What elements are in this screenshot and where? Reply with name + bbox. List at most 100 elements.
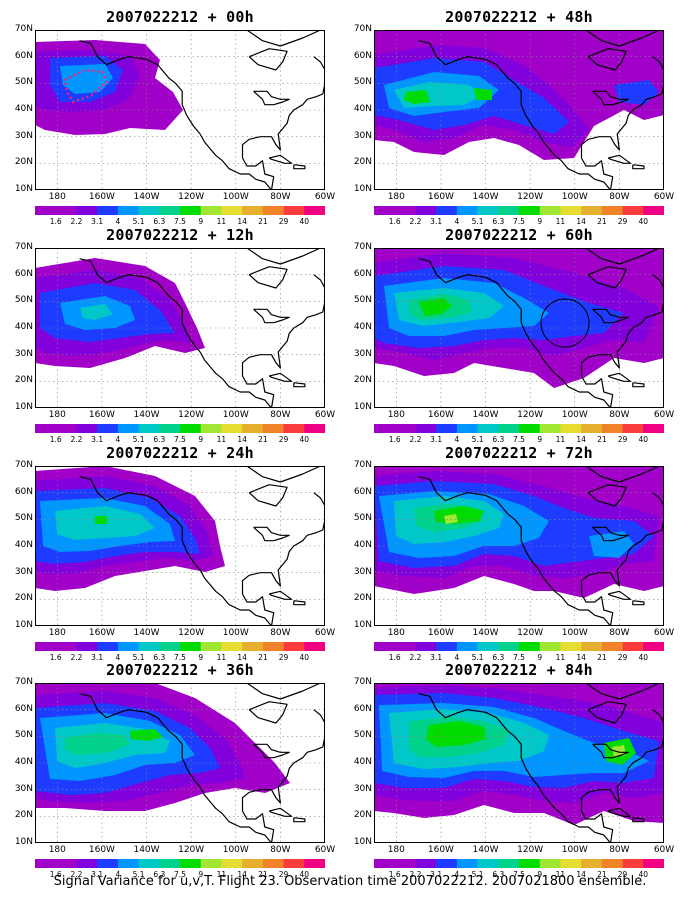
colorbar-swatch — [138, 424, 160, 433]
colorbar-label: 29 — [617, 217, 628, 226]
colorbar-label: 6.3 — [492, 217, 505, 226]
colorbar-swatch — [436, 642, 458, 651]
latitude-tick-label: 70N — [353, 242, 372, 252]
coastline — [248, 48, 288, 71]
colorbar-swatch — [643, 424, 664, 433]
colorbar-label: 40 — [299, 217, 310, 226]
colorbar-label: 6.3 — [153, 653, 166, 662]
coastline — [607, 807, 632, 817]
colorbar-label: 5.1 — [132, 217, 145, 226]
colorbar-swatch — [76, 642, 98, 651]
colorbar-swatch — [76, 859, 98, 868]
map-frame — [374, 466, 664, 626]
colorbar-label: 9 — [198, 435, 204, 444]
longitude-tick-label: 80W — [609, 192, 630, 202]
colorbar-label: 9 — [537, 653, 543, 662]
map-plot — [374, 683, 664, 843]
colorbar-label: 11 — [555, 653, 566, 662]
colorbar-swatch — [601, 424, 623, 433]
map-plot — [35, 30, 325, 190]
latitude-tick-label: 60N — [14, 703, 33, 714]
colorbar-swatch — [601, 859, 623, 868]
latitude-tick-label: 10N — [14, 837, 33, 847]
colorbar-label: 9 — [198, 217, 204, 226]
longitude-tick-label: 120W — [517, 845, 544, 855]
latitude-tick-label: 40N — [353, 322, 372, 332]
colorbar-swatch — [415, 206, 437, 215]
longitude-tick-label: 140W — [472, 192, 499, 202]
colorbar-label: 29 — [278, 870, 289, 879]
colorbar-label: 11 — [216, 435, 227, 444]
colorbar-label: 5.1 — [132, 870, 145, 879]
latitude-tick-label: 30N — [14, 348, 33, 359]
colorbar-swatch — [415, 424, 437, 433]
coastline — [241, 492, 325, 626]
latitude-tick-label: 40N — [14, 322, 33, 332]
latitude-tick-label: 70N — [353, 677, 372, 687]
colorbar-swatch — [262, 642, 284, 651]
colorbar — [374, 859, 664, 868]
coastline — [592, 526, 629, 542]
variance-contour-fill — [426, 721, 486, 747]
colorbar-label: 3.1 — [91, 653, 104, 662]
latitude-tick-label: 50N — [353, 295, 372, 306]
longitude-tick-label: 160W — [427, 410, 454, 420]
colorbar-label: 2.2 — [70, 435, 83, 444]
colorbar-swatch — [456, 859, 478, 868]
longitude-tick-label: 160W — [427, 628, 454, 638]
colorbar-swatch — [560, 859, 582, 868]
longitude-tick-label: 140W — [133, 845, 160, 855]
map-area: 70N 60N 50N 40N 30N 20N 10N — [354, 677, 664, 847]
coastline — [607, 154, 632, 164]
colorbar-label: 40 — [638, 653, 649, 662]
longitude-tick-label: 120W — [517, 192, 544, 202]
coastline — [607, 372, 632, 382]
longitude-tick-label: 80W — [270, 192, 291, 202]
colorbar-swatch — [643, 859, 664, 868]
colorbar-label: 5.1 — [132, 435, 145, 444]
longitude-tick-label: 180 — [387, 845, 405, 855]
longitude-tick-label: 100W — [222, 410, 249, 420]
latitude-tick-label: 20N — [353, 375, 372, 386]
coastline — [293, 382, 306, 388]
map-plot — [374, 466, 664, 626]
variance-contour-fill — [60, 64, 113, 94]
colorbar-label: 40 — [638, 435, 649, 444]
coastline — [592, 743, 629, 759]
colorbar-swatch — [180, 859, 202, 868]
colorbar-swatch — [55, 642, 77, 651]
colorbar-label: 6.3 — [492, 653, 505, 662]
colorbar-swatch — [117, 424, 139, 433]
longitude-tick-label: 60W — [314, 192, 336, 202]
colorbar-label: 21 — [258, 653, 268, 662]
colorbar-label: 6.3 — [492, 870, 505, 879]
colorbar-swatch — [76, 424, 98, 433]
latitude-tick-label: 40N — [14, 104, 33, 114]
coastline — [293, 600, 306, 606]
colorbar — [374, 206, 664, 215]
colorbar-swatch — [242, 859, 264, 868]
colorbar-swatch — [436, 859, 458, 868]
colorbar-label: 14 — [237, 870, 247, 879]
colorbar-label: 4 — [454, 653, 460, 662]
colorbar-label: 5.1 — [132, 653, 145, 662]
colorbar-swatch — [159, 642, 181, 651]
colorbar-swatch — [498, 642, 520, 651]
colorbar-label: 11 — [216, 217, 227, 226]
coastline — [632, 817, 645, 823]
colorbar-swatch — [581, 206, 603, 215]
colorbar-swatch — [304, 859, 325, 868]
colorbar — [35, 424, 325, 433]
map-frame — [35, 466, 325, 626]
colorbar-swatch — [180, 642, 202, 651]
coastline — [268, 807, 293, 817]
longitude-tick-label: 100W — [561, 628, 588, 638]
latitude-tick-label: 10N — [353, 402, 372, 412]
colorbar-swatch — [622, 424, 644, 433]
colorbar-swatch — [138, 642, 160, 651]
colorbar — [374, 424, 664, 433]
coastline — [293, 164, 306, 170]
colorbar-label: 11 — [555, 870, 566, 879]
map-frame — [35, 683, 325, 843]
longitude-tick-label: 160W — [88, 410, 115, 420]
